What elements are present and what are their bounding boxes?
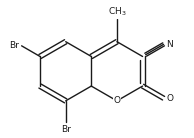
- Text: CH$_3$: CH$_3$: [108, 6, 126, 18]
- Text: O: O: [113, 96, 120, 105]
- Text: O: O: [166, 94, 173, 103]
- Text: N: N: [166, 40, 173, 49]
- Text: Br: Br: [61, 125, 71, 134]
- Text: Br: Br: [10, 41, 19, 50]
